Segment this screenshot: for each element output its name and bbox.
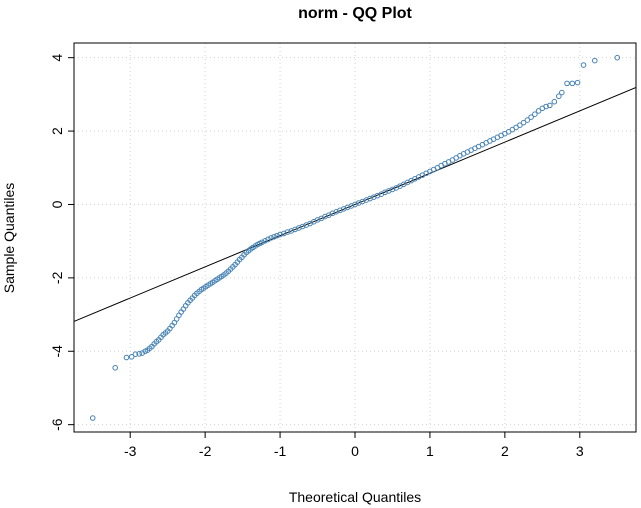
data-point	[532, 111, 538, 117]
x-tick-label: 0	[351, 443, 359, 459]
grid-lines	[74, 43, 636, 432]
data-point	[591, 57, 598, 64]
reference-line	[73, 87, 637, 322]
x-tick-label: 1	[426, 443, 434, 459]
y-tick-label: -2	[49, 271, 65, 284]
y-tick-label: 0	[49, 200, 65, 208]
data-point	[132, 351, 139, 358]
data-point	[128, 353, 135, 360]
data-point	[284, 229, 291, 235]
sample-points	[89, 54, 621, 421]
data-point	[274, 232, 280, 239]
y-tick-label: 4	[49, 54, 65, 62]
data-point	[569, 80, 576, 87]
data-point	[580, 62, 587, 68]
data-point	[89, 415, 96, 421]
y-tick-label: -4	[49, 345, 65, 358]
data-point	[528, 114, 534, 120]
data-point	[277, 231, 283, 238]
x-tick-label: 2	[501, 443, 509, 459]
data-point	[524, 117, 531, 123]
data-point	[268, 235, 274, 241]
y-tick-label: 2	[49, 127, 65, 135]
data-point	[543, 103, 549, 110]
x-tick-label: -2	[199, 443, 212, 459]
data-point	[262, 238, 268, 244]
data-point	[556, 93, 562, 100]
data-point	[535, 108, 542, 114]
data-point	[136, 351, 142, 357]
x-axis: -3 -2 -1 0 1 2 3	[124, 432, 584, 459]
data-point	[574, 79, 581, 86]
data-point	[551, 98, 558, 105]
y-tick-label: -6	[49, 418, 65, 431]
data-point	[517, 122, 523, 129]
x-tick-label: 3	[576, 443, 584, 459]
chart-title: norm - QQ Plot	[298, 5, 412, 22]
x-axis-label: Theoretical Quantiles	[289, 489, 421, 505]
x-tick-label: -1	[274, 443, 287, 459]
data-point	[614, 54, 621, 61]
data-point	[559, 89, 565, 96]
data-point	[123, 354, 130, 361]
data-point	[547, 102, 553, 109]
y-axis: -6 -4 -2 0 2 4	[49, 54, 74, 431]
y-axis-label: Sample Quantiles	[1, 183, 17, 294]
data-point	[520, 119, 527, 126]
data-point	[265, 236, 271, 243]
data-point	[259, 239, 265, 246]
data-point	[564, 80, 570, 87]
data-point	[112, 364, 119, 371]
x-tick-label: -3	[124, 443, 137, 459]
data-point	[271, 233, 277, 240]
